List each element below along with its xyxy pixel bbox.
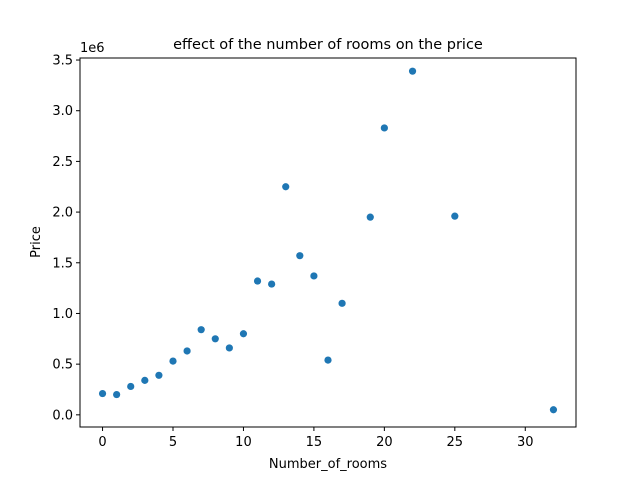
data-point <box>549 406 558 414</box>
scatter-points <box>98 67 558 414</box>
data-point <box>296 252 304 260</box>
x-tick-label: 10 <box>235 435 252 450</box>
y-tick-label: 2.5 <box>52 155 73 170</box>
data-point <box>169 357 177 365</box>
x-axis-ticks: 0 5 10 15 20 25 30 <box>98 427 534 450</box>
y-tick-label: 1.0 <box>52 307 73 322</box>
y-tick-label: 0.0 <box>52 408 73 423</box>
data-point <box>451 212 459 220</box>
data-point <box>282 183 290 191</box>
data-point <box>310 272 318 280</box>
data-point <box>268 280 276 288</box>
y-axis-offset-label: 1e6 <box>80 41 105 56</box>
data-point <box>183 347 191 355</box>
data-point <box>211 335 219 343</box>
data-point <box>380 124 388 132</box>
data-point <box>225 344 233 352</box>
plot-area-frame <box>79 57 577 428</box>
data-point <box>366 213 374 221</box>
y-tick-label: 2.0 <box>52 206 73 221</box>
y-tick-label: 1.5 <box>52 256 73 271</box>
y-tick-label: 0.5 <box>52 358 73 373</box>
data-point <box>338 299 346 307</box>
y-axis-label: Price <box>29 226 44 258</box>
x-tick-label: 5 <box>169 435 177 450</box>
y-axis-ticks: 0.0 0.5 1.0 1.5 2.0 2.5 3.0 3.5 <box>52 54 80 423</box>
data-point <box>155 371 163 379</box>
data-point <box>408 67 417 75</box>
data-point <box>113 390 121 399</box>
data-point <box>98 389 107 398</box>
x-tick-label: 20 <box>376 435 393 450</box>
chart-title: effect of the number of rooms on the pri… <box>173 37 483 53</box>
data-point <box>141 376 149 384</box>
x-axis-label: Number_of_rooms <box>269 457 387 472</box>
y-tick-label: 3.0 <box>52 104 73 119</box>
y-tick-label: 3.5 <box>52 54 73 69</box>
data-point <box>127 382 135 391</box>
data-point <box>239 330 248 338</box>
data-point <box>253 277 262 285</box>
data-point <box>197 326 205 334</box>
x-tick-label: 25 <box>447 435 464 450</box>
x-tick-label: 30 <box>517 435 534 450</box>
x-tick-label: 15 <box>306 435 323 450</box>
data-point <box>324 356 332 364</box>
x-tick-label: 0 <box>98 435 106 450</box>
